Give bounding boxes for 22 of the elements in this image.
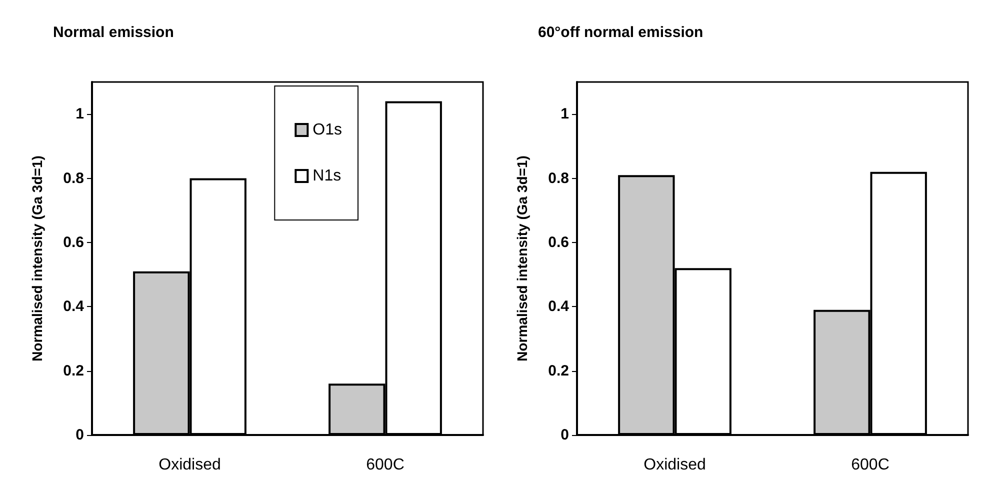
chart-title: Normal emission [53, 24, 174, 41]
x-tick-label: 600C [366, 456, 404, 474]
y-tick-label: 0 [560, 426, 569, 444]
y-tick-label: 0.2 [63, 362, 84, 380]
y-tick-label: 0.8 [63, 170, 84, 187]
y-tick-label: 0.4 [63, 298, 85, 316]
x-tick-label: 600C [851, 456, 890, 474]
y-axis-title: Normalised intensity (Ga 3d=1) [29, 156, 45, 362]
chart-title: 60°off normal emission [538, 24, 704, 41]
x-tick-label: Oxidised [644, 456, 706, 474]
legend-label: O1s [312, 122, 342, 138]
y-axis-title: Normalised intensity (Ga 3d=1) [514, 156, 530, 362]
y-tick-label: 0.2 [548, 362, 569, 380]
y-tick-label: 0.8 [548, 170, 569, 187]
y-tick-label: 0.6 [548, 234, 569, 251]
y-tick-label: 0.6 [63, 234, 84, 251]
y-tick-label: 0 [76, 426, 84, 444]
y-tick-label: 1 [76, 106, 84, 123]
y-tick-label: 0.4 [548, 298, 570, 316]
x-tick-label: Oxidised [158, 456, 221, 474]
y-tick-label: 1 [560, 106, 569, 123]
legend-label: N1s [312, 168, 342, 184]
